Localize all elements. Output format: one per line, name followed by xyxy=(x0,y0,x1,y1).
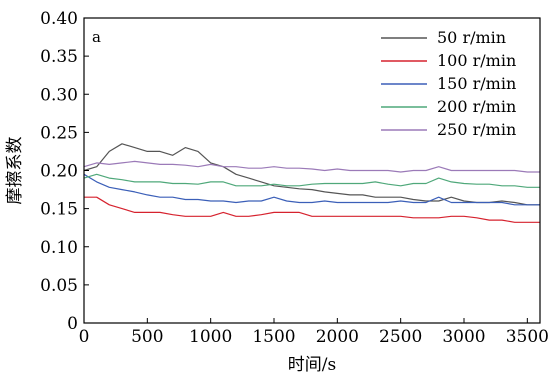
y-tick-label: 0.25 xyxy=(40,123,78,143)
x-axis-ticks: 0 500 1000 1500 2000 2500 3000 3500 xyxy=(79,318,549,347)
y-tick-label: 0.30 xyxy=(40,85,78,105)
series-line xyxy=(84,196,540,223)
x-tick-label: 1500 xyxy=(252,327,295,347)
x-tick-label: 2000 xyxy=(316,327,359,347)
y-tick-label: 0.35 xyxy=(40,47,78,67)
x-axis-title: 时间/s xyxy=(288,355,336,375)
y-tick-label: 0.40 xyxy=(40,9,78,29)
legend-label: 250 r/min xyxy=(437,120,516,139)
series-line xyxy=(83,143,540,206)
legend-label: 100 r/min xyxy=(437,51,516,70)
series-line xyxy=(83,173,540,206)
legend: 50 r/min 100 r/min 150 r/min 200 r/min 250 r… xyxy=(381,28,516,139)
x-tick-label: 2500 xyxy=(379,327,422,347)
y-tick-label: 0.10 xyxy=(40,238,78,258)
series-line xyxy=(83,160,540,173)
series-layer xyxy=(83,143,540,223)
panel-label: a xyxy=(92,28,101,46)
x-tick-label: 3500 xyxy=(506,327,549,347)
legend-label: 150 r/min xyxy=(437,74,516,93)
y-axis-ticks: 0 0.05 0.10 0.15 0.20 0.25 0.30 0.35 0.40 xyxy=(40,9,89,334)
x-tick-label: 1000 xyxy=(189,327,232,347)
x-tick-label: 500 xyxy=(131,327,163,347)
y-tick-label: 0 xyxy=(67,314,78,334)
series-line xyxy=(83,173,540,188)
x-tick-label: 0 xyxy=(79,327,90,347)
x-tick-label: 3000 xyxy=(442,327,485,347)
y-axis-title: 摩擦系数 xyxy=(5,137,25,205)
y-tick-label: 0.05 xyxy=(40,276,78,296)
y-tick-label: 0.15 xyxy=(40,200,78,220)
y-tick-label: 0.20 xyxy=(40,162,78,182)
legend-label: 200 r/min xyxy=(437,97,516,116)
legend-label: 50 r/min xyxy=(437,28,506,47)
